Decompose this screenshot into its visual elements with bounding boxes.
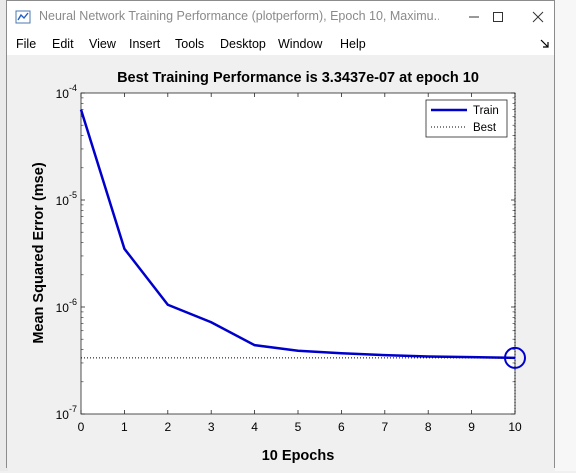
x-axis: 0 1 2 3 4 5 6 7 8 9 10 bbox=[78, 93, 522, 434]
menu-bar: File Edit View Insert Tools Desktop Wind… bbox=[7, 33, 554, 55]
x-tick-label: 5 bbox=[295, 420, 302, 434]
figure-area: Best Training Performance is 3.3437e-07 … bbox=[7, 55, 554, 468]
close-button[interactable] bbox=[521, 1, 555, 33]
performance-chart: Best Training Performance is 3.3437e-07 … bbox=[31, 70, 526, 464]
y-tick-label: 10-5 bbox=[56, 190, 77, 208]
y-axis-label: Mean Squared Error (mse) bbox=[31, 162, 47, 343]
window-title: Neural Network Training Performance (plo… bbox=[39, 9, 439, 23]
legend-label-best: Best bbox=[473, 122, 497, 134]
close-icon bbox=[532, 11, 544, 23]
plot-area bbox=[80, 92, 516, 415]
series-line-train bbox=[79, 109, 516, 360]
minimize-icon bbox=[469, 16, 479, 18]
x-tick-label: 8 bbox=[425, 420, 432, 434]
background-window-right bbox=[555, 0, 576, 471]
menu-desktop[interactable]: Desktop bbox=[220, 37, 266, 51]
x-tick-label: 9 bbox=[468, 420, 475, 434]
legend: Train Best bbox=[425, 99, 508, 138]
x-tick-label: 3 bbox=[208, 420, 215, 434]
matlab-figure-icon bbox=[15, 10, 31, 24]
menu-help[interactable]: Help bbox=[340, 37, 366, 51]
y-axis: 10-4 10-5 10-6 10-7 bbox=[56, 83, 515, 422]
chart-title: Best Training Performance is 3.3437e-07 … bbox=[117, 70, 479, 86]
x-tick-label: 1 bbox=[121, 420, 128, 434]
menu-insert[interactable]: Insert bbox=[129, 37, 161, 51]
y-tick-label: 10-4 bbox=[56, 83, 77, 101]
best-point-marker bbox=[504, 346, 526, 369]
x-tick-label: 6 bbox=[338, 420, 345, 434]
menu-tools[interactable]: Tools bbox=[175, 37, 205, 51]
background-window-left bbox=[0, 0, 8, 471]
legend-label-train: Train bbox=[473, 105, 499, 117]
maximize-icon bbox=[493, 12, 503, 22]
x-tick-label: 0 bbox=[78, 420, 85, 434]
menu-window[interactable]: Window bbox=[278, 37, 323, 51]
maximize-button[interactable] bbox=[475, 1, 521, 33]
menu-edit[interactable]: Edit bbox=[52, 37, 74, 51]
y-tick-label: 10-6 bbox=[56, 297, 77, 315]
legend-box bbox=[425, 99, 508, 138]
y-tick-label: 10-7 bbox=[56, 404, 77, 422]
title-bar: Neural Network Training Performance (plo… bbox=[7, 1, 554, 33]
x-tick-label: 7 bbox=[381, 420, 388, 434]
dock-arrow-icon[interactable] bbox=[540, 39, 550, 49]
menu-file[interactable]: File bbox=[16, 37, 37, 51]
minimize-button[interactable] bbox=[451, 1, 497, 33]
series-layer bbox=[79, 93, 526, 414]
x-tick-label: 10 bbox=[508, 420, 522, 434]
x-tick-label: 2 bbox=[164, 420, 171, 434]
x-axis-label: 10 Epochs bbox=[262, 448, 335, 464]
x-tick-label: 4 bbox=[251, 420, 258, 434]
figure-window: Neural Network Training Performance (plo… bbox=[6, 0, 555, 468]
menu-view[interactable]: View bbox=[89, 37, 116, 51]
